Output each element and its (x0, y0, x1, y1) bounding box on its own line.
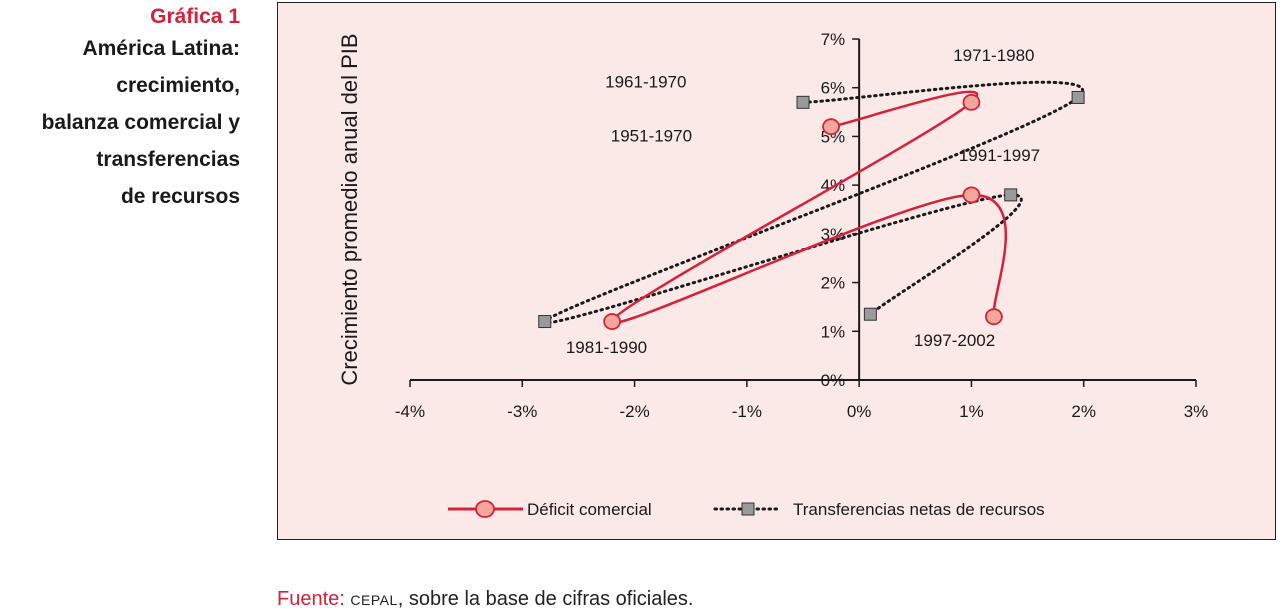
chart-svg: -4% -3% -2% -1% 0% 1% 2% 3%0%1%2%3%4%5%6%7%Crec… (337, 30, 1209, 519)
legend-deficit-marker (475, 500, 495, 518)
period-annotation: 1951-1970 (611, 126, 692, 145)
legend-transfers-label: Transferencias netas de recursos (793, 500, 1045, 519)
deficit-point (962, 93, 981, 111)
legend-deficit-label: Déficit comercial (527, 500, 652, 519)
deficit-point (822, 118, 840, 136)
period-annotation: 1971-1980 (953, 46, 1034, 65)
source-label: Fuente: (277, 588, 345, 610)
transfers-point (796, 95, 810, 109)
x-tick-label: 1% (959, 402, 984, 421)
chart-panel: -4% -3% -2% -1% 0% 1% 2% 3% 0% 1% 2% 3% 4% 5% 6% 7% Crec… (277, 2, 1276, 540)
deficit-point (984, 308, 1003, 326)
x-tick-label: 3% (1184, 402, 1209, 421)
figure-title-line-4: transferencias (96, 148, 240, 171)
transfers-line (543, 80, 1084, 325)
source-org: CEPAL (350, 592, 398, 608)
x-tick-label: -2% (619, 402, 649, 421)
source-text: , sobre la base de cifras oficiales. (397, 588, 694, 610)
figure-title-line-3: balanza comercial y (41, 111, 240, 134)
y-tick-label: 1% (821, 322, 846, 341)
x-tick-label: -1% (732, 402, 762, 421)
figure-title-line-1: América Latina: (82, 37, 240, 60)
legend-transfers-marker (741, 502, 755, 516)
y-tick-label: 2% (821, 274, 846, 293)
figure-title-line-2: crecimiento, (116, 74, 240, 97)
figure-title-line-5: de recursos (120, 185, 240, 208)
y-axis-label: Crecimiento promedio anual del PIB (337, 33, 362, 385)
transfers-point (1004, 188, 1018, 202)
transfers-point (538, 315, 552, 329)
transfers-point (1071, 90, 1085, 104)
x-tick-label: 0% (847, 402, 872, 421)
source-note: Fuente: CEPAL, sobre la base de cifras o… (277, 588, 693, 611)
period-annotation: 1961-1970 (605, 73, 686, 92)
y-tick-label: 6% (821, 79, 846, 98)
x-tick-label: -4% (395, 402, 425, 421)
deficit-point (962, 186, 981, 204)
figure-title-block: Gráfica 1 América Latina: crecimiento, b… (0, 3, 240, 215)
period-annotation: 1991-1997 (959, 146, 1040, 165)
x-tick-label: -3% (507, 402, 537, 421)
figure-label: Gráfica 1 (150, 5, 240, 28)
transfers-point (863, 307, 877, 321)
y-tick-label: 0% (821, 371, 846, 390)
y-tick-label: 7% (821, 30, 846, 49)
period-annotation: 1981-1990 (566, 338, 647, 357)
deficit-point (603, 313, 622, 330)
period-annotation: 1997-2002 (914, 331, 995, 350)
x-tick-label: 2% (1071, 402, 1096, 421)
